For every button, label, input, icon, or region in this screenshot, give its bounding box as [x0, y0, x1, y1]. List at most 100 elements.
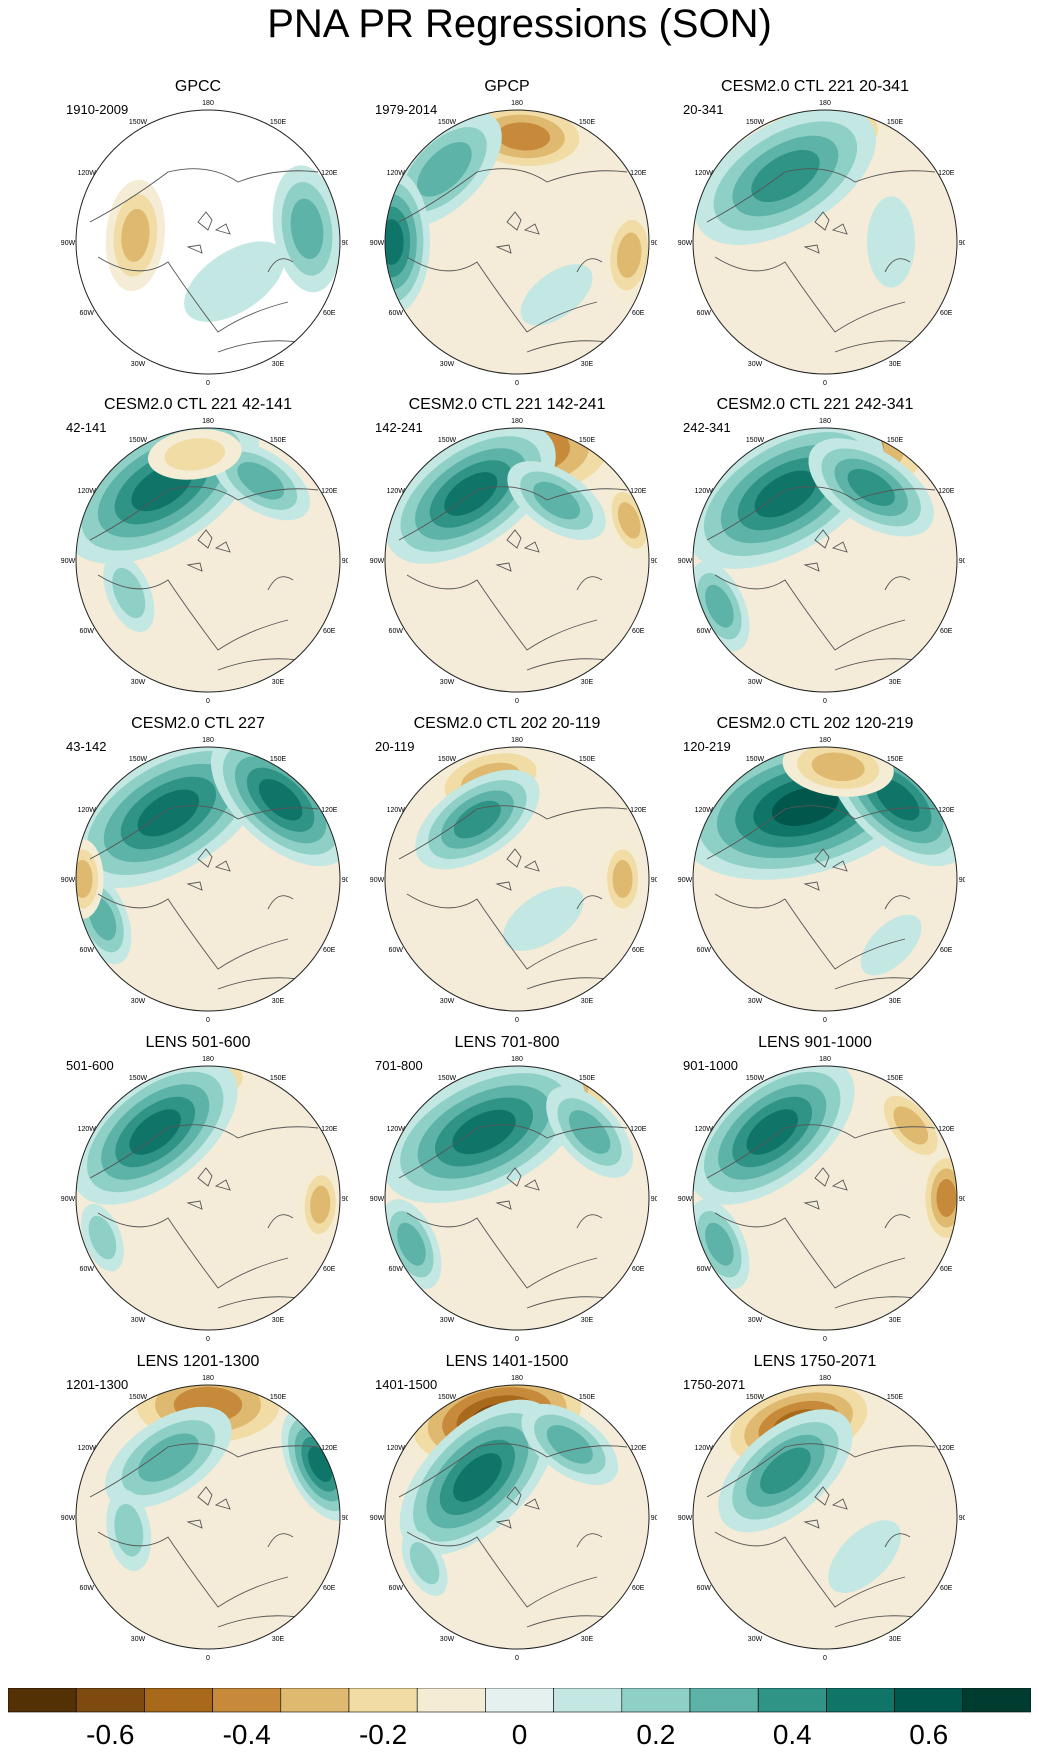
coastline [406, 1531, 598, 1608]
longitude-label: 60E [940, 628, 953, 635]
anomaly-contour [129, 1109, 181, 1155]
longitude-label: 30W [440, 998, 455, 1005]
longitude-label: 0 [823, 698, 827, 705]
anomaly-contour [409, 1542, 440, 1585]
coastline [706, 486, 936, 541]
longitude-label: 150E [270, 119, 287, 126]
longitude-label: 150E [887, 437, 904, 444]
longitude-label: 150E [887, 119, 904, 126]
longitude-label: 150W [438, 756, 457, 763]
longitude-label: 0 [206, 1017, 210, 1024]
panel-title: LENS 1750-2071 [753, 1353, 877, 1370]
colorbar-swatch [75, 1688, 145, 1713]
polar-map: 180 150E 120E 90E 60E 30E 0 30W 60W 90W 120W 150W [678, 100, 965, 387]
coastline [526, 1533, 608, 1628]
longitude-label: 60E [940, 310, 953, 317]
colorbar-swatch [8, 1688, 77, 1713]
longitude-label: 180 [819, 418, 831, 425]
longitude-label: 60E [323, 628, 336, 635]
longitude-label: 60E [632, 628, 645, 635]
longitude-label: 150E [579, 1075, 596, 1082]
polar-map: 180 150E 120E 90E 60E 30E 0 30W 60W 90W 120W 150W [61, 418, 348, 705]
coastline [834, 576, 916, 671]
longitude-label: 30W [131, 361, 146, 368]
arctic-islands [186, 529, 231, 572]
map-border [384, 1384, 650, 1650]
longitude-label: 90W [370, 558, 385, 565]
anomaly-contour [497, 122, 551, 151]
longitude-label: 150W [438, 1075, 457, 1082]
map-panel: CESM2.0 CTL 221 42-141 180 150E 120E 90E 60E 3… [48, 396, 348, 706]
figure-title: PNA PR Regressions (SON) [267, 2, 772, 46]
anomaly-contour [88, 1215, 117, 1260]
longitude-label: 30W [131, 998, 146, 1005]
colorbar-swatch [348, 1688, 418, 1713]
map-border [75, 746, 341, 1012]
map-panel: LENS 1750-2071 180 150E 120E 90E 60E 30E 0 30W 60… [665, 1353, 965, 1663]
arctic-islands [495, 529, 540, 572]
period-label: 701-800 [375, 1058, 423, 1073]
longitude-label: 30W [748, 1636, 763, 1643]
coastline [834, 1533, 916, 1628]
coastline [406, 893, 598, 970]
longitude-label: 60E [323, 947, 336, 954]
map-border [384, 427, 650, 693]
longitude-label: 120E [630, 1126, 647, 1133]
polar-map: 180 150E 120E 90E 60E 30E 0 30W 60W 90W 120W 150W [678, 737, 965, 1024]
anomaly-contour [112, 567, 146, 619]
polar-map: 180 150E 120E 90E 60E 30E 0 30W 60W 90W 120W 150W [61, 1056, 348, 1343]
anomaly-contour [760, 1447, 811, 1495]
anomaly-contour [616, 232, 642, 278]
period-label: 1910-2009 [66, 102, 129, 117]
arctic-islands [495, 1486, 540, 1529]
anomaly-contour [893, 1106, 929, 1145]
arctic-islands [803, 1167, 848, 1210]
longitude-label: 120W [78, 1445, 97, 1452]
colorbar-swatch [212, 1688, 282, 1713]
arctic-islands [495, 211, 540, 254]
longitude-label: 120W [695, 1126, 714, 1133]
longitude-label: 90E [959, 1515, 965, 1522]
longitude-label: 120E [630, 488, 647, 495]
longitude-label: 30E [272, 1636, 285, 1643]
map-panel: LENS 1201-1300 180 150E 120E 90E 60E 30E 0 30W 60… [48, 1353, 348, 1663]
polar-map: 180 150E 120E 90E 60E 30E 0 30W 60W 90W 120W 150W [370, 100, 657, 387]
anomaly-contour [754, 470, 817, 518]
panel-title: CESM2.0 CTL 202 20-119 [413, 715, 601, 732]
longitude-label: 120W [695, 170, 714, 177]
colorbar-tick-label: -0.6 [86, 1719, 134, 1748]
longitude-label: 30E [889, 998, 902, 1005]
arctic-islands [495, 848, 540, 891]
longitude-label: 60E [632, 310, 645, 317]
longitude-label: 150W [438, 437, 457, 444]
longitude-label: 90W [370, 240, 385, 247]
colorbar-tick-label: -0.2 [359, 1719, 407, 1748]
longitude-label: 90W [678, 1515, 693, 1522]
longitude-label: 120E [938, 1445, 955, 1452]
panel-title: CESM2.0 CTL 221 242-341 [716, 396, 914, 413]
coastline [217, 258, 299, 353]
period-label: 501-600 [66, 1058, 114, 1073]
anomaly-contour [617, 502, 641, 539]
period-label: 142-241 [375, 420, 423, 435]
map-border [692, 109, 958, 375]
map-border [692, 746, 958, 1012]
longitude-label: 120E [321, 1126, 338, 1133]
coastline [714, 1531, 906, 1608]
map-border [692, 1065, 958, 1331]
panel-title: CESM2.0 CTL 221 142-241 [408, 396, 606, 413]
coastline [97, 893, 289, 970]
period-label: 1979-2014 [375, 102, 438, 117]
longitude-label: 180 [202, 737, 214, 744]
coastline [706, 805, 936, 860]
longitude-label: 0 [823, 380, 827, 387]
longitude-label: 150W [438, 119, 457, 126]
coastline [526, 1214, 608, 1309]
coastline [714, 256, 906, 333]
longitude-label: 60W [697, 1585, 712, 1592]
polar-map: 180 150E 120E 90E 60E 30E 0 30W 60W 90W 120W 150W [61, 737, 348, 1024]
longitude-label: 60W [80, 1585, 95, 1592]
anomaly-contour [417, 142, 472, 197]
panel-title: GPCC [174, 78, 222, 95]
map-panel: GPCC 180 150E 120E 90E 60E 30E 0 30W 60W 90W 120W 15… [48, 78, 348, 388]
